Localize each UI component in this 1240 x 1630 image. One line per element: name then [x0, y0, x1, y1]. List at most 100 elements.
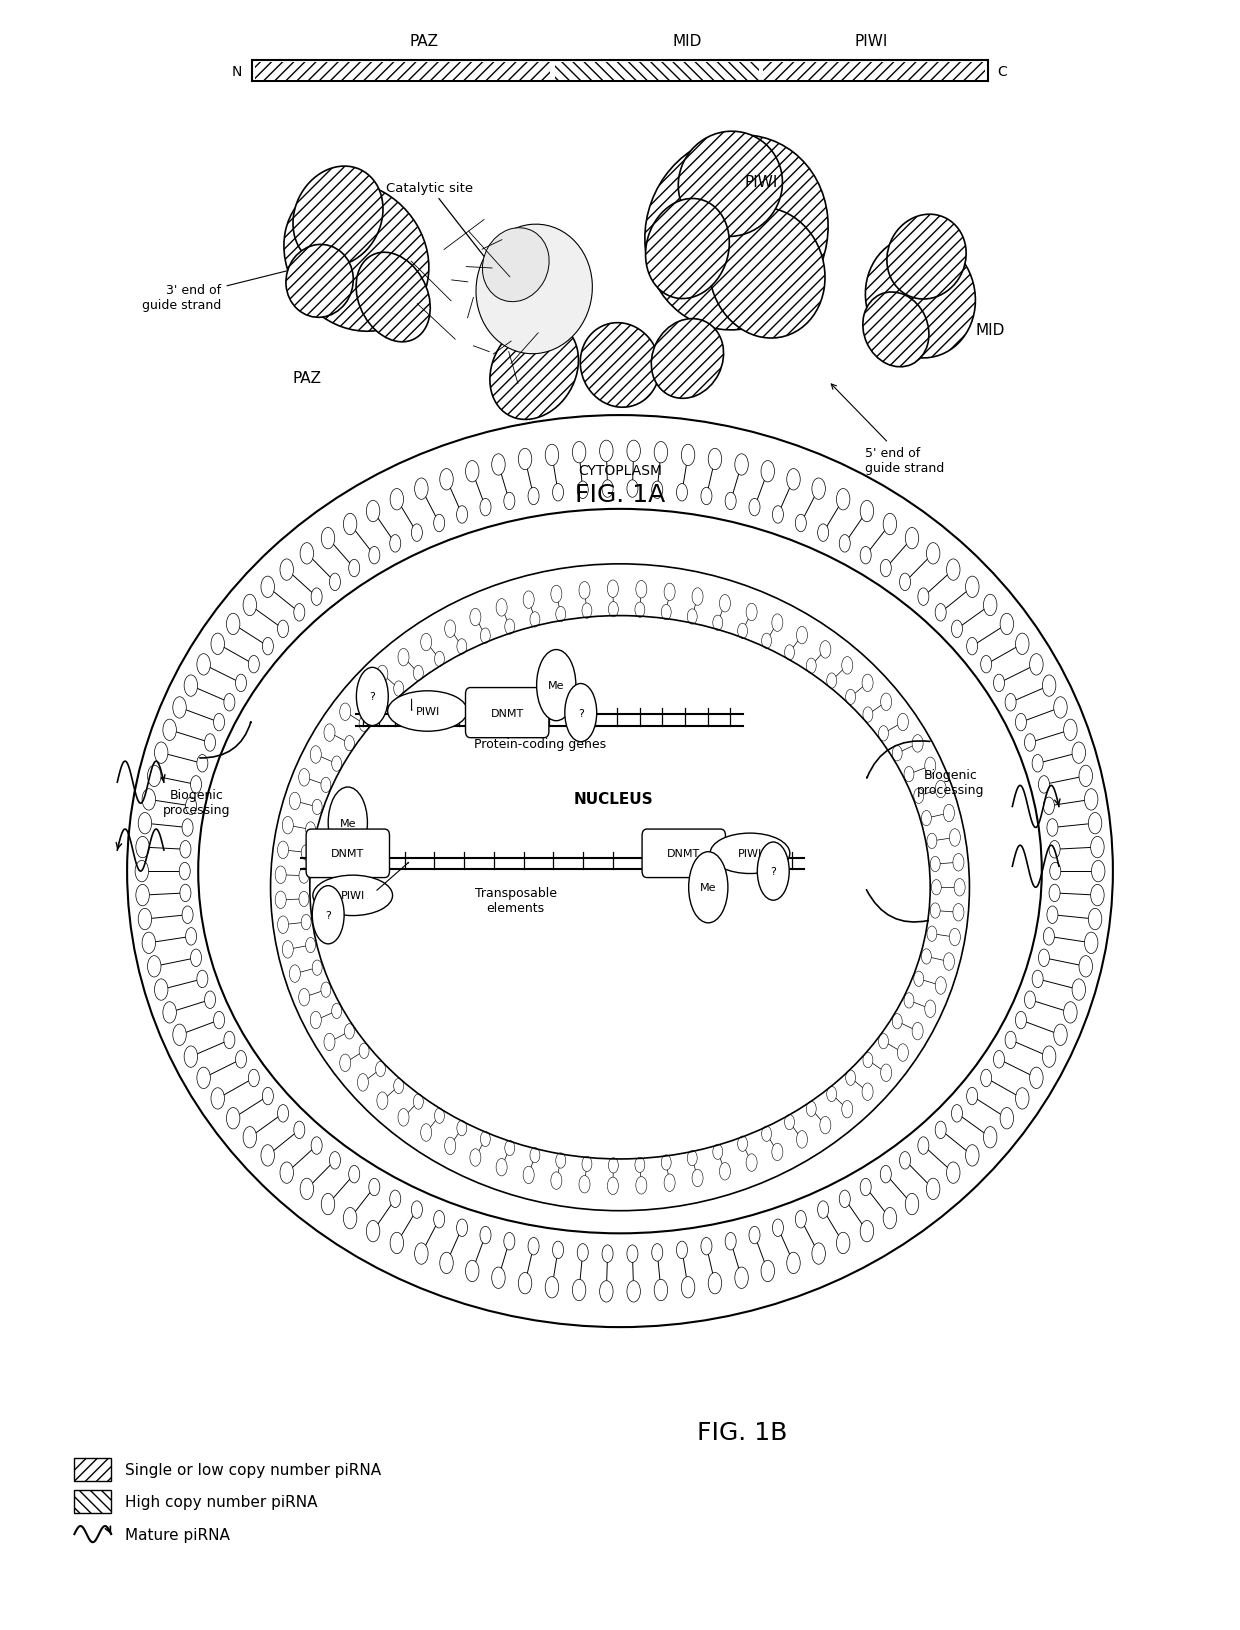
Ellipse shape	[578, 482, 588, 499]
Ellipse shape	[725, 492, 737, 510]
Ellipse shape	[913, 1022, 923, 1040]
Ellipse shape	[330, 1152, 341, 1169]
Ellipse shape	[905, 528, 919, 549]
Ellipse shape	[880, 694, 892, 711]
Ellipse shape	[345, 1024, 355, 1040]
Ellipse shape	[930, 903, 940, 919]
Ellipse shape	[635, 603, 645, 618]
Ellipse shape	[321, 1193, 335, 1214]
Ellipse shape	[413, 667, 423, 681]
Text: FIG. 1B: FIG. 1B	[697, 1420, 787, 1444]
Ellipse shape	[492, 1267, 505, 1289]
Ellipse shape	[944, 805, 955, 822]
Ellipse shape	[357, 685, 368, 701]
Ellipse shape	[565, 685, 596, 742]
Ellipse shape	[918, 588, 929, 606]
Ellipse shape	[898, 1045, 909, 1061]
Ellipse shape	[394, 1079, 404, 1094]
Ellipse shape	[343, 513, 357, 535]
Ellipse shape	[389, 1190, 401, 1208]
Ellipse shape	[308, 613, 932, 1162]
Text: Transposable
elements: Transposable elements	[475, 887, 557, 914]
Ellipse shape	[293, 166, 383, 267]
Ellipse shape	[490, 321, 579, 421]
Ellipse shape	[456, 1219, 467, 1237]
Ellipse shape	[294, 1121, 305, 1139]
Ellipse shape	[993, 675, 1004, 693]
Text: PIWI: PIWI	[854, 34, 888, 49]
Ellipse shape	[966, 1144, 980, 1167]
Ellipse shape	[981, 1069, 992, 1087]
Ellipse shape	[480, 629, 490, 644]
Ellipse shape	[1085, 789, 1097, 810]
Ellipse shape	[862, 1084, 873, 1100]
Ellipse shape	[138, 910, 151, 931]
Text: PIWI: PIWI	[744, 174, 777, 189]
Ellipse shape	[677, 484, 687, 502]
Ellipse shape	[812, 1244, 826, 1265]
Ellipse shape	[1016, 1012, 1027, 1029]
Ellipse shape	[518, 1273, 532, 1294]
Ellipse shape	[289, 792, 300, 810]
Ellipse shape	[880, 1165, 892, 1183]
Ellipse shape	[398, 649, 409, 667]
Ellipse shape	[205, 991, 216, 1009]
Ellipse shape	[294, 605, 305, 621]
Text: PAZ: PAZ	[409, 34, 438, 49]
Ellipse shape	[537, 650, 575, 720]
Ellipse shape	[883, 513, 897, 535]
Ellipse shape	[1043, 1046, 1056, 1068]
Ellipse shape	[340, 1055, 351, 1073]
Ellipse shape	[935, 605, 946, 621]
Ellipse shape	[299, 892, 309, 906]
Ellipse shape	[926, 1178, 940, 1200]
Ellipse shape	[966, 577, 980, 598]
Ellipse shape	[926, 543, 940, 564]
Ellipse shape	[172, 1025, 186, 1046]
Ellipse shape	[709, 209, 825, 339]
Ellipse shape	[180, 885, 191, 901]
Ellipse shape	[925, 758, 936, 774]
Ellipse shape	[476, 225, 593, 354]
Ellipse shape	[551, 585, 562, 603]
Ellipse shape	[528, 487, 539, 505]
Ellipse shape	[321, 983, 331, 998]
Ellipse shape	[394, 681, 404, 696]
Ellipse shape	[951, 621, 962, 639]
Ellipse shape	[412, 1201, 423, 1219]
Ellipse shape	[420, 1125, 432, 1141]
Ellipse shape	[289, 965, 300, 983]
Ellipse shape	[324, 1033, 335, 1051]
Ellipse shape	[556, 1152, 565, 1169]
Ellipse shape	[283, 941, 294, 958]
Ellipse shape	[786, 469, 800, 491]
Ellipse shape	[348, 561, 360, 577]
Ellipse shape	[299, 989, 310, 1006]
Ellipse shape	[921, 812, 931, 826]
Ellipse shape	[413, 1094, 423, 1110]
Ellipse shape	[300, 543, 314, 564]
Ellipse shape	[1047, 906, 1058, 924]
Ellipse shape	[692, 588, 703, 606]
Ellipse shape	[503, 492, 515, 510]
Ellipse shape	[388, 691, 467, 732]
Ellipse shape	[300, 1178, 314, 1200]
Ellipse shape	[1016, 714, 1027, 732]
Ellipse shape	[713, 1144, 723, 1159]
Ellipse shape	[893, 747, 903, 761]
Ellipse shape	[301, 914, 311, 931]
Ellipse shape	[377, 1092, 388, 1110]
Text: DNMT: DNMT	[491, 707, 523, 719]
Ellipse shape	[795, 1211, 806, 1229]
Ellipse shape	[1006, 694, 1016, 712]
Ellipse shape	[312, 960, 322, 976]
Ellipse shape	[1001, 1108, 1013, 1130]
Ellipse shape	[553, 484, 563, 502]
Ellipse shape	[746, 1154, 758, 1172]
Ellipse shape	[1001, 615, 1013, 636]
Ellipse shape	[655, 442, 667, 463]
FancyBboxPatch shape	[306, 830, 389, 879]
Text: DNMT: DNMT	[331, 849, 365, 859]
Ellipse shape	[311, 588, 322, 606]
Ellipse shape	[345, 737, 355, 751]
